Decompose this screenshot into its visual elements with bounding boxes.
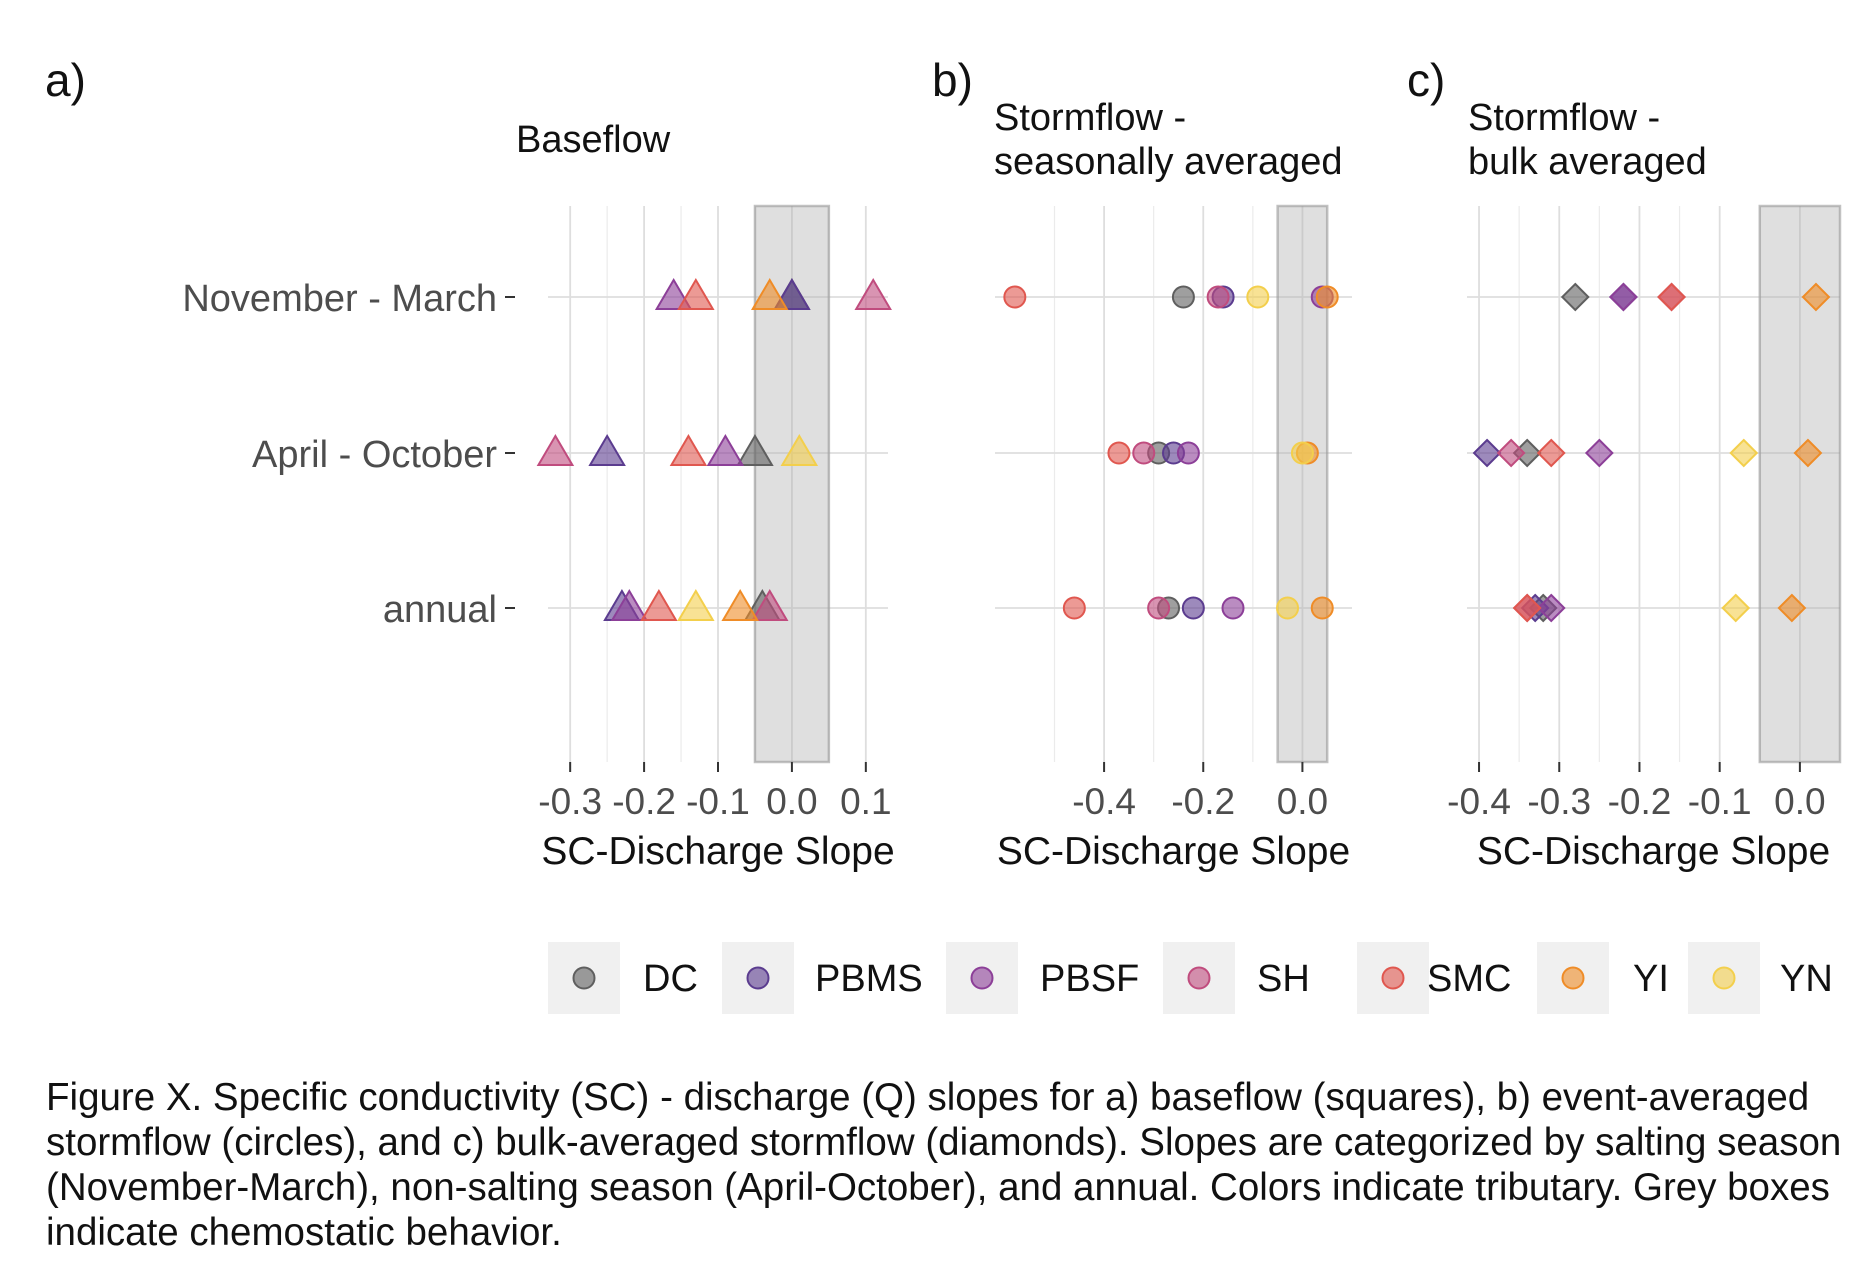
x-tick-label: -0.4 (1447, 781, 1511, 822)
data-point (780, 434, 819, 466)
data-point (1171, 285, 1195, 309)
legend-label: YN (1780, 958, 1833, 1000)
x-tick-label: -0.2 (612, 781, 676, 822)
figure-caption: Figure X. Specific conductivity (SC) - d… (46, 1076, 1842, 1254)
data-point (1512, 593, 1542, 623)
chart-panel-2: -0.4 -0.2 0.0 SC-Discharge Slope b) Stormflow… (932, 54, 1352, 873)
x-tick-label: -0.1 (686, 781, 750, 822)
data-point (1276, 596, 1300, 620)
data-point (1003, 285, 1027, 309)
data-point (721, 589, 759, 621)
legend-label: SH (1257, 958, 1310, 1000)
x-tick-label: 0.0 (1277, 781, 1328, 822)
data-point (854, 278, 892, 310)
y-tick-label: November - March (182, 278, 497, 320)
x-tick-label: -0.2 (1608, 781, 1672, 822)
legend-label: PBSF (1040, 958, 1139, 1000)
legend-marker (1381, 966, 1405, 990)
x-axis-label: SC-Discharge Slope (1477, 830, 1830, 873)
chart-panel-1: -0.3 -0.2 -0.1 0.0 0.1 SC-Discharge Slope a) Ba… (45, 54, 895, 873)
x-tick-label: 0.0 (1774, 781, 1825, 822)
data-point (1721, 593, 1751, 623)
x-tick-label: -0.2 (1171, 781, 1235, 822)
data-point (1206, 285, 1230, 309)
data-point (588, 434, 626, 466)
x-tick-label: -0.3 (538, 781, 602, 822)
x-tick-label: -0.1 (1688, 781, 1752, 822)
data-point (1536, 593, 1566, 623)
data-point (1315, 285, 1339, 309)
data-point (1729, 438, 1759, 468)
y-tick-label: annual (383, 589, 497, 631)
y-tick-label: April - October (252, 434, 497, 476)
data-point (1793, 438, 1823, 468)
legend-label: SMC (1427, 958, 1511, 1000)
data-point (1147, 596, 1171, 620)
data-point (1777, 593, 1807, 623)
data-point (1246, 285, 1270, 309)
legend-label: PBMS (815, 958, 923, 1000)
legend-marker (1712, 966, 1736, 990)
data-point (1221, 596, 1245, 620)
x-tick-label: -0.4 (1072, 781, 1136, 822)
legend-label: YI (1633, 958, 1669, 1000)
x-axis-label: SC-Discharge Slope (997, 830, 1350, 873)
data-point (1310, 596, 1334, 620)
x-tick-label: 0.0 (766, 781, 817, 822)
data-point (750, 278, 789, 310)
panel-title: Baseflow (516, 119, 671, 161)
data-point (1472, 438, 1502, 468)
data-point (1584, 438, 1614, 468)
legend-marker (1561, 966, 1585, 990)
data-point (1132, 441, 1156, 465)
data-point (1062, 596, 1086, 620)
legend-marker (572, 966, 596, 990)
legend-marker (1187, 966, 1211, 990)
data-point (1609, 282, 1638, 312)
data-point (1176, 441, 1200, 465)
data-point (669, 434, 708, 466)
data-point (706, 434, 745, 466)
legend-marker (970, 966, 994, 990)
panel-title-line: Stormflow - (994, 97, 1186, 139)
x-tick-label: -0.3 (1527, 781, 1591, 822)
panel-label: b) (932, 54, 973, 106)
panel-label: a) (45, 54, 86, 106)
data-point (1181, 596, 1205, 620)
data-point (640, 589, 678, 621)
data-point (1290, 441, 1314, 465)
data-point (610, 589, 649, 621)
data-point (750, 589, 789, 621)
x-axis-label: SC-Discharge Slope (541, 830, 894, 873)
legend: DC PBMS PBSF SH SMC YI YN (548, 942, 1833, 1014)
data-point (677, 278, 715, 310)
panel-label: c) (1407, 54, 1445, 106)
data-point (1657, 282, 1686, 312)
panel-title-line: Stormflow - (1468, 97, 1660, 139)
data-point (1107, 441, 1131, 465)
legend-marker (746, 966, 770, 990)
legend-label: DC (643, 958, 698, 1000)
x-tick-label: 0.1 (840, 781, 891, 822)
data-point (1801, 282, 1831, 312)
data-point (1536, 438, 1566, 468)
data-point (1496, 438, 1526, 468)
data-point (677, 589, 715, 621)
data-point (736, 434, 774, 466)
data-point (536, 434, 575, 466)
data-point (1560, 282, 1590, 312)
panel-title-line: seasonally averaged (994, 141, 1343, 183)
chemostatic-band (1758, 204, 1842, 764)
chart-panel-3: -0.4 -0.3 -0.2 -0.1 0.0 SC-Discharge Slope c) S… (1407, 54, 1842, 873)
panel-title-line: bulk averaged (1468, 141, 1707, 183)
